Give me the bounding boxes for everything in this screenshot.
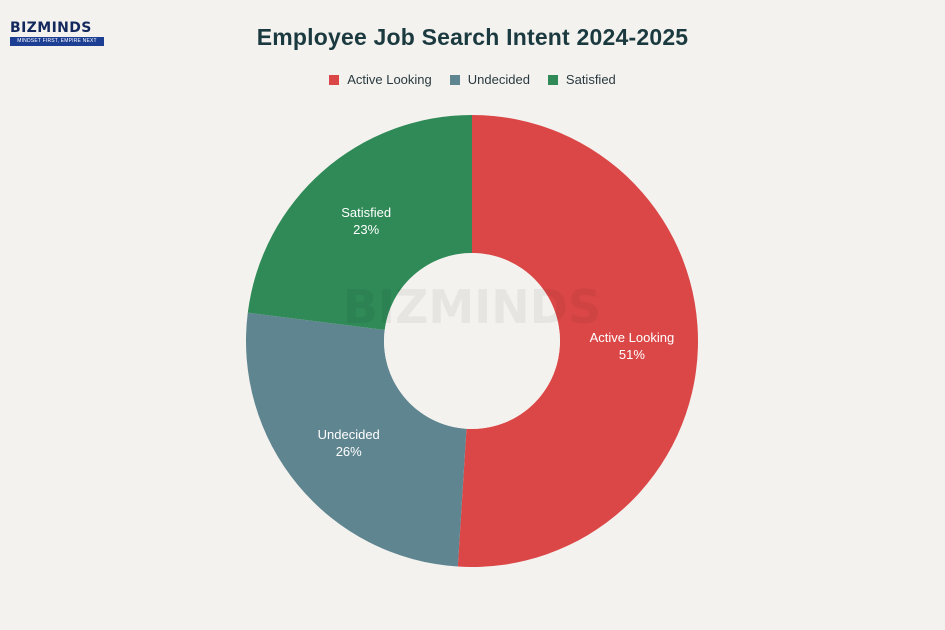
chart-legend: Active Looking Undecided Satisfied	[0, 72, 945, 87]
logo-tagline: MINDSET FIRST, EMPIRE NEXT	[10, 37, 104, 46]
legend-label: Satisfied	[565, 72, 616, 87]
legend-swatch	[449, 74, 460, 85]
watermark: BIZMINDS	[343, 280, 601, 334]
slice-label: Satisfied	[341, 205, 391, 220]
slice-active-looking	[457, 115, 699, 567]
legend-item-active-looking: Active Looking	[329, 72, 432, 87]
slice-value-label: 23%	[353, 222, 379, 237]
slice-value-label: 51%	[619, 347, 645, 362]
legend-swatch	[329, 74, 340, 85]
legend-label: Active Looking	[347, 72, 432, 87]
slice-value-label: 26%	[336, 444, 362, 459]
donut-hole	[384, 253, 560, 429]
logo-text: BIZMINDS	[10, 20, 92, 36]
slice-satisfied	[247, 115, 472, 330]
slice-undecided	[245, 312, 467, 567]
chart-title: Employee Job Search Intent 2024-2025	[256, 24, 689, 50]
legend-item-undecided: Undecided	[449, 72, 530, 87]
legend-item-satisfied: Satisfied	[547, 72, 616, 87]
slice-label: Undecided	[318, 427, 380, 442]
slice-label: Active Looking	[590, 330, 675, 345]
legend-label: Undecided	[467, 72, 530, 87]
legend-swatch	[547, 74, 558, 85]
logo: BIZMINDS MINDSET FIRST, EMPIRE NEXT	[10, 20, 106, 48]
